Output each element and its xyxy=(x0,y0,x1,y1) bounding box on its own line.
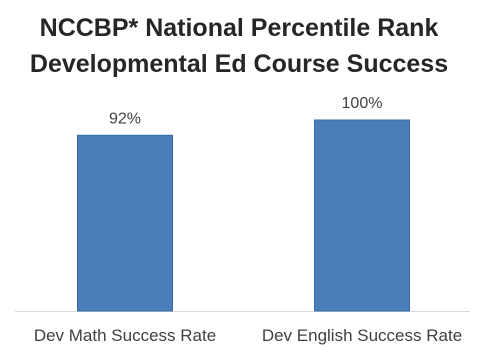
chart-title-line-1: NCCBP* National Percentile Rank xyxy=(39,14,439,42)
data-label-1: 92% xyxy=(109,110,141,127)
category-label-1: Dev Math Success Rate xyxy=(34,326,216,345)
bar-2 xyxy=(314,119,410,312)
category-label-2: Dev English Success Rate xyxy=(262,326,462,345)
bar-1 xyxy=(77,134,173,312)
chart-title-line-2: Developmental Ed Course Success xyxy=(29,50,449,78)
data-label-2: 100% xyxy=(342,95,383,112)
